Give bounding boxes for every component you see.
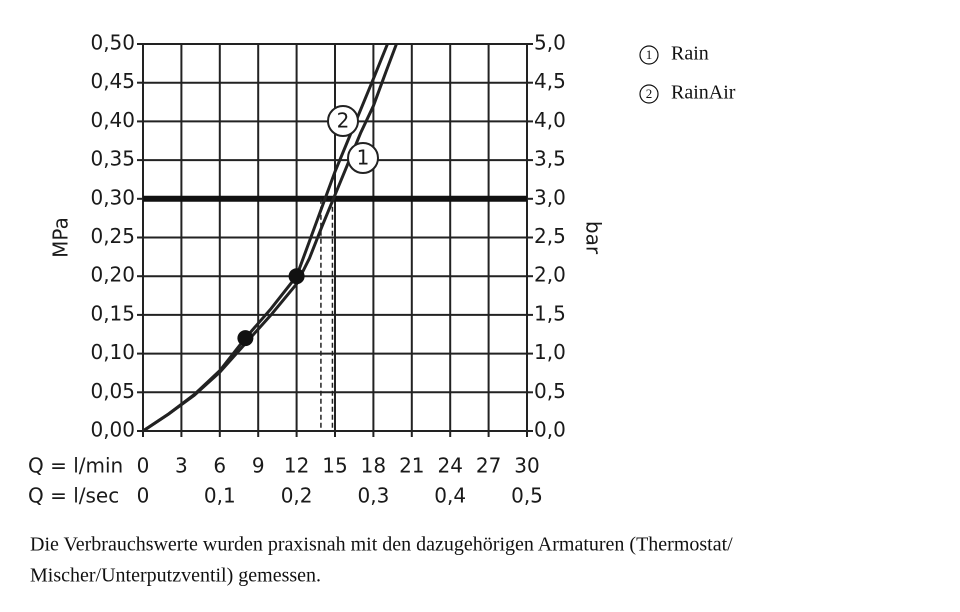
y2-tick-label: 1,5 <box>534 301 566 325</box>
y-tick-label: 0,05 <box>90 379 135 403</box>
x2-tick-label: 0,5 <box>511 484 543 508</box>
caption: Mischer/Unterputzventil) gemessen. <box>30 565 321 587</box>
legend-number: 1 <box>646 47 653 62</box>
y2-tick-label: 1,0 <box>534 340 566 364</box>
x-tick-label: 6 <box>213 454 226 478</box>
y2-tick-label: 4,0 <box>534 108 566 132</box>
x-tick-label: 24 <box>437 454 462 478</box>
x-tick-label: 27 <box>476 454 501 478</box>
marker <box>237 330 254 347</box>
y2-tick-label: 5,0 <box>534 31 566 55</box>
y-tick-label: 0,30 <box>90 185 135 209</box>
y2-tick-label: 2,0 <box>534 263 566 287</box>
legend-label: RainAir <box>671 82 736 104</box>
caption: Die Verbrauchswerte wurden praxisnah mit… <box>30 534 733 556</box>
y-tick-label: 0,45 <box>90 69 135 93</box>
x2-tick-label: 0,3 <box>357 484 389 508</box>
y2-tick-label: 2,5 <box>534 224 566 248</box>
y-tick-label: 0,50 <box>90 31 135 55</box>
x2-tick-label: 0,2 <box>281 484 313 508</box>
x-tick-label: 9 <box>252 454 265 478</box>
y-axis-label: MPa <box>49 217 73 258</box>
x-tick-label: 21 <box>399 454 424 478</box>
y-tick-label: 0,15 <box>90 301 135 325</box>
x-tick-label: 18 <box>361 454 386 478</box>
series-label: 1 <box>357 146 370 170</box>
x2-tick-label: 0 <box>137 484 150 508</box>
legend-number: 2 <box>646 86 653 101</box>
series-label-circle <box>327 105 359 137</box>
plot-frame <box>142 43 528 432</box>
y-tick-label: 0,40 <box>90 108 135 132</box>
y2-tick-label: 4,5 <box>534 69 566 93</box>
marker <box>288 268 305 285</box>
series-label-circle <box>347 142 379 174</box>
y-tick-label: 0,20 <box>90 263 135 287</box>
legend-label: Rain <box>671 43 709 65</box>
x2-axis-label: Q = l/sec <box>28 484 119 508</box>
y-tick-label: 0,35 <box>90 147 135 171</box>
legend-circle <box>639 45 659 65</box>
y2-tick-label: 0,0 <box>534 418 566 442</box>
x-tick-label: 30 <box>514 454 539 478</box>
x-tick-label: 0 <box>137 454 150 478</box>
y2-axis-label: bar <box>582 221 606 255</box>
x-tick-label: 15 <box>322 454 347 478</box>
y-tick-label: 0,00 <box>90 418 135 442</box>
y2-tick-label: 3,0 <box>534 185 566 209</box>
y2-tick-label: 3,5 <box>534 147 566 171</box>
x-tick-label: 12 <box>284 454 309 478</box>
x-axis-label: Q = l/min <box>28 454 123 478</box>
legend-circle <box>639 84 659 104</box>
y-tick-label: 0,10 <box>90 340 135 364</box>
series-label: 2 <box>337 109 350 133</box>
y-tick-label: 0,25 <box>90 224 135 248</box>
x-tick-label: 3 <box>175 454 188 478</box>
x2-tick-label: 0,1 <box>204 484 236 508</box>
x2-tick-label: 0,4 <box>434 484 466 508</box>
y2-tick-label: 0,5 <box>534 379 566 403</box>
series-line <box>142 43 389 433</box>
